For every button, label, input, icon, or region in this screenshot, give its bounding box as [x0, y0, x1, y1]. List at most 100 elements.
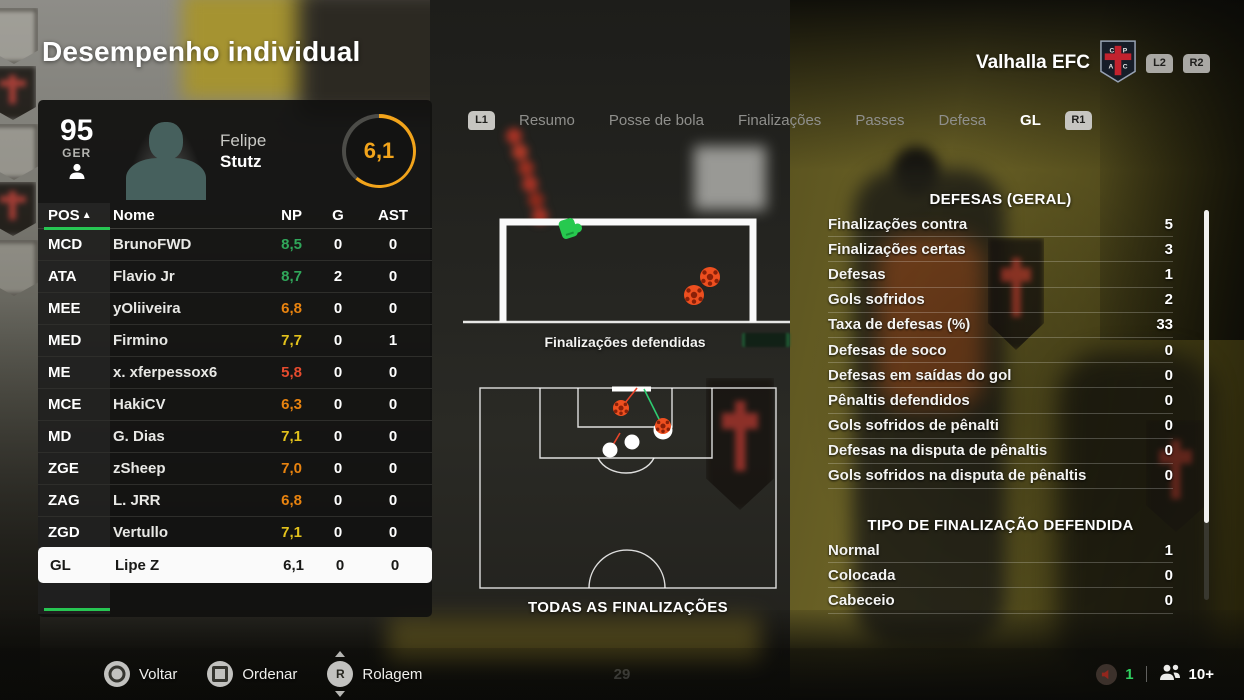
row-np-rating: 7,0	[281, 460, 302, 477]
stat-row: Pênaltis defendidos 0	[828, 388, 1173, 414]
row-name: zSheep	[113, 460, 166, 477]
club-name: Valhalla EFC	[975, 52, 1090, 73]
stat-label: Defesas em saídas do gol	[828, 366, 1012, 384]
players-online-count: 10+	[1188, 665, 1214, 683]
table-row[interactable]: MCE HakiCV 6,3 0 0	[38, 389, 432, 421]
tab-finalizacoes[interactable]: Finalizações	[737, 111, 822, 129]
row-np-rating: 6,3	[281, 396, 302, 413]
row-assists: 0	[388, 492, 398, 509]
stats-scrollbar-thumb[interactable]	[1204, 210, 1209, 523]
stat-row: Gols sofridos de pênalti 0	[828, 414, 1173, 439]
l1-button[interactable]: L1	[468, 110, 495, 130]
footer-button-label: Voltar	[139, 665, 178, 683]
stats-section: TIPO DE FINALIZAÇÃO DEFENDIDA Normal 1 Colo…	[828, 512, 1173, 614]
row-name: L. JRR	[113, 492, 161, 509]
svg-text:P: P	[1123, 47, 1128, 54]
table-row[interactable]: MD G. Dias 7,1 0 0	[38, 421, 432, 453]
stat-row: Cabeceio 0	[828, 588, 1173, 614]
bg-ball-bag	[506, 128, 522, 144]
table-row[interactable]: ATA Flavio Jr 8,7 2 0	[38, 261, 432, 293]
goalkeeper-stats: DEFESAS (GERAL) Finalizações contra 5 Final…	[828, 186, 1173, 614]
table-row[interactable]: ZAG L. JRR 6,8 0 0	[38, 485, 432, 517]
row-name: yOliiveira	[113, 300, 181, 317]
table-row[interactable]: ZGE zSheep 7,0 0 0	[38, 453, 432, 485]
stats-section: DEFESAS (GERAL) Finalizações contra 5 Final…	[828, 186, 1173, 490]
player-overall: 95 GER	[60, 116, 93, 184]
table-row[interactable]: ME x. xferpessox6 5,8 0 0	[38, 357, 432, 389]
stats-section-title: DEFESAS (GERAL)	[929, 190, 1072, 208]
table-row[interactable]: GL Lipe Z 6,1 0 0	[40, 549, 430, 581]
table-row[interactable]: MCD BrunoFWD 8,5 0 0	[38, 229, 432, 261]
footer-button-label: Rolagem	[362, 665, 423, 683]
stat-row: Defesas 1	[828, 262, 1173, 288]
ordenar-button[interactable]: Ordenar	[207, 661, 297, 687]
stat-value: 0	[1164, 467, 1173, 485]
footer-divider	[1145, 666, 1147, 682]
l2-button[interactable]: L2	[1146, 53, 1173, 73]
stat-value: 33	[1156, 316, 1173, 334]
r2-button[interactable]: R2	[1183, 53, 1210, 73]
stat-value: 0	[1164, 442, 1173, 460]
rolagem-button[interactable]: R Rolagem	[327, 661, 422, 687]
row-pos: ZGD	[48, 524, 80, 541]
list-scroll-indicator[interactable]	[44, 608, 110, 611]
stat-value: 0	[1164, 592, 1173, 610]
column-header-ast[interactable]: AST	[378, 207, 408, 224]
row-np-rating: 8,5	[281, 236, 302, 253]
r1-button[interactable]: R1	[1064, 110, 1092, 130]
table-row[interactable]: MED Firmino 7,7 0 1	[38, 325, 432, 357]
stat-row: Normal 1	[828, 538, 1173, 564]
pitch-chart-caption: TODAS AS FINALIZAÇÕES	[527, 599, 729, 616]
row-goals: 0	[333, 332, 343, 349]
stat-label: Gols sofridos de pênalti	[828, 417, 999, 435]
tab-posse-de-bola[interactable]: Posse de bola	[608, 111, 704, 129]
voltar-button[interactable]: Voltar	[104, 661, 177, 687]
stat-row: Defesas em saídas do gol 0	[828, 363, 1173, 389]
table-row[interactable]: ZGD Vertullo 7,1 0 0	[38, 517, 432, 549]
row-goals: 0	[333, 300, 343, 317]
row-np-rating: 6,8	[281, 492, 302, 509]
column-header-np[interactable]: NP	[281, 207, 302, 224]
stat-label: Pênaltis defendidos	[828, 391, 970, 409]
row-pos: ZGE	[48, 460, 79, 477]
stat-label: Finalizações certas	[828, 240, 966, 258]
row-assists: 0	[388, 236, 398, 253]
bg-wall-crest	[0, 182, 36, 236]
stat-value: 2	[1164, 291, 1173, 309]
column-header-g[interactable]: G	[332, 207, 344, 224]
overall-rating: 95	[60, 114, 94, 147]
row-assists: 1	[388, 332, 398, 349]
page-title: Desempenho individual	[42, 36, 361, 67]
player-list-panel: 95 GER Felipe Stutz 6,1 POS ▲ Nome NP G A…	[38, 100, 432, 617]
stat-row: Defesas de soco 0	[828, 338, 1173, 364]
table-row[interactable]: MEE yOliiveira 6,8 0 0	[38, 293, 432, 325]
stats-backdrop	[806, 168, 1216, 638]
stat-row: Gols sofridos na disputa de pênaltis 0	[828, 464, 1173, 490]
shot-marker	[602, 442, 618, 458]
row-name: Flavio Jr	[113, 268, 175, 285]
column-header-pos[interactable]: POS ▲	[48, 207, 92, 224]
stat-value: 1	[1164, 541, 1173, 559]
footer-bar: 29 Voltar Ordenar R Rolagem 1 10+	[0, 648, 1244, 700]
tab-defesa[interactable]: Defesa	[938, 111, 987, 129]
stat-label: Gols sofridos	[828, 291, 925, 309]
row-name: G. Dias	[113, 428, 165, 445]
row-pos: MCD	[48, 236, 83, 253]
club-crest-icon: C P A C	[1100, 39, 1136, 88]
person-icon	[60, 163, 93, 184]
stat-row: Defesas na disputa de pênaltis 0	[828, 439, 1173, 464]
tab-passes[interactable]: Passes	[855, 111, 905, 129]
bg-led-clock	[742, 333, 790, 347]
column-header-name[interactable]: Nome	[113, 207, 155, 224]
svg-text:A: A	[1109, 63, 1114, 70]
stat-label: Finalizações contra	[828, 215, 968, 233]
stats-scrollbar[interactable]	[1204, 210, 1209, 600]
bg-door-light	[694, 146, 766, 210]
stat-value: 0	[1164, 417, 1173, 435]
row-np-rating: 5,8	[281, 364, 302, 381]
row-assists: 0	[388, 300, 398, 317]
row-assists: 0	[388, 268, 398, 285]
tab-gl[interactable]: GL	[1020, 111, 1041, 129]
tab-resumo[interactable]: Resumo	[519, 111, 575, 129]
